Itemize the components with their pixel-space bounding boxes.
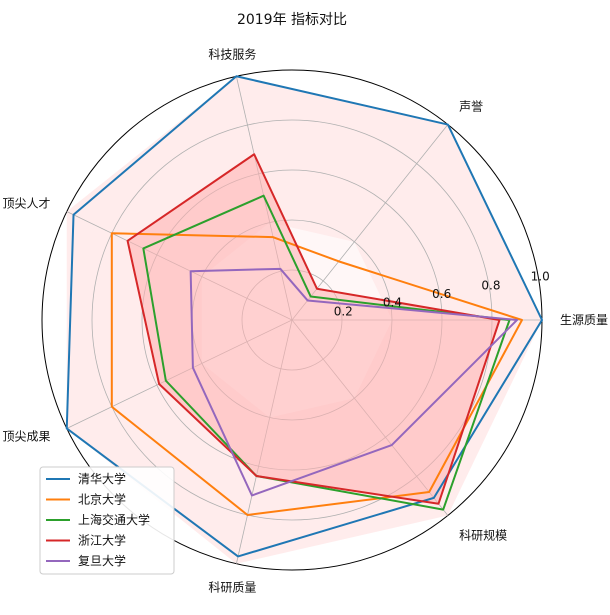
legend-label: 浙江大学 (78, 533, 126, 548)
series-line (65, 75, 543, 558)
series-line (110, 232, 523, 516)
series-area (127, 154, 500, 504)
axis-label: 声誉 (459, 99, 483, 113)
radial-tick-label: 0.2 (334, 304, 353, 318)
legend-label: 复旦大学 (78, 553, 126, 568)
series-line (142, 194, 511, 511)
radial-tick-label: 0.6 (432, 287, 451, 301)
axis-label: 科技服务 (208, 47, 256, 62)
axis-label: 顶尖成果 (3, 429, 51, 443)
radial-tick-label: 1.0 (531, 270, 550, 284)
series-line (189, 267, 518, 497)
axis-label: 生源质量 (560, 313, 608, 327)
radial-tick-label: 0.4 (383, 296, 402, 310)
spoke-line (291, 124, 449, 321)
series-line (126, 153, 501, 505)
axis-label: 顶尖人才 (3, 197, 51, 211)
axis-label: 科研规模 (459, 528, 507, 543)
legend-label: 清华大学 (78, 471, 126, 486)
legend-label: 上海交通大学 (78, 512, 150, 527)
radial-tick-label: 0.8 (481, 278, 500, 292)
axis-label: 科研质量 (208, 580, 256, 594)
legend-box (39, 466, 175, 575)
series-group (65, 75, 543, 558)
chart-title: 2019年 指标对比 (237, 12, 347, 28)
legend-label: 北京大学 (78, 492, 126, 507)
